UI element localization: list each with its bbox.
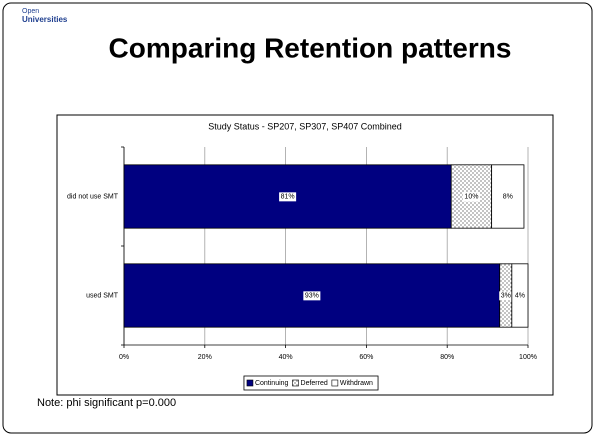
value-label-bg	[499, 291, 513, 301]
legend-swatch	[331, 379, 339, 387]
legend-label: Withdrawn	[340, 380, 373, 387]
logo-line1: Open	[22, 8, 39, 15]
value-label: 3%	[501, 292, 511, 299]
legend-swatch	[292, 379, 299, 387]
x-tick-label: 20%	[198, 354, 212, 361]
y-tick-label: did not use SMT	[67, 193, 119, 200]
value-label-bg	[303, 291, 321, 301]
value-label-bg	[462, 192, 480, 202]
chart-title: Study Status - SP207, SP307, SP407 Combi…	[208, 121, 402, 131]
value-label: 10%	[464, 193, 478, 200]
value-label: 81%	[281, 193, 295, 200]
value-label-bg	[279, 192, 297, 202]
legend	[243, 375, 379, 391]
logo-line2: Universities	[22, 15, 68, 24]
value-label: 8%	[503, 193, 513, 200]
legend-label: Deferred	[301, 380, 328, 387]
x-tick-label: 60%	[359, 354, 373, 361]
x-tick-label: 0%	[119, 354, 129, 361]
value-label: 4%	[515, 292, 525, 299]
chart-frame	[56, 114, 554, 396]
value-label-bg	[513, 291, 527, 301]
note: Note: phi significant p=0.000	[37, 397, 176, 409]
value-label: 93%	[305, 292, 319, 299]
x-tick-label: 80%	[440, 354, 454, 361]
legend-label: Continuing	[255, 380, 289, 387]
legend-box	[243, 375, 379, 391]
x-tick-label: 100%	[519, 354, 537, 361]
y-tick-label: used SMT	[86, 292, 119, 299]
slide-title: Comparing Retention patterns	[109, 32, 512, 63]
value-label-bg	[501, 192, 515, 202]
legend-swatch	[246, 379, 254, 387]
x-tick-label: 40%	[279, 354, 293, 361]
